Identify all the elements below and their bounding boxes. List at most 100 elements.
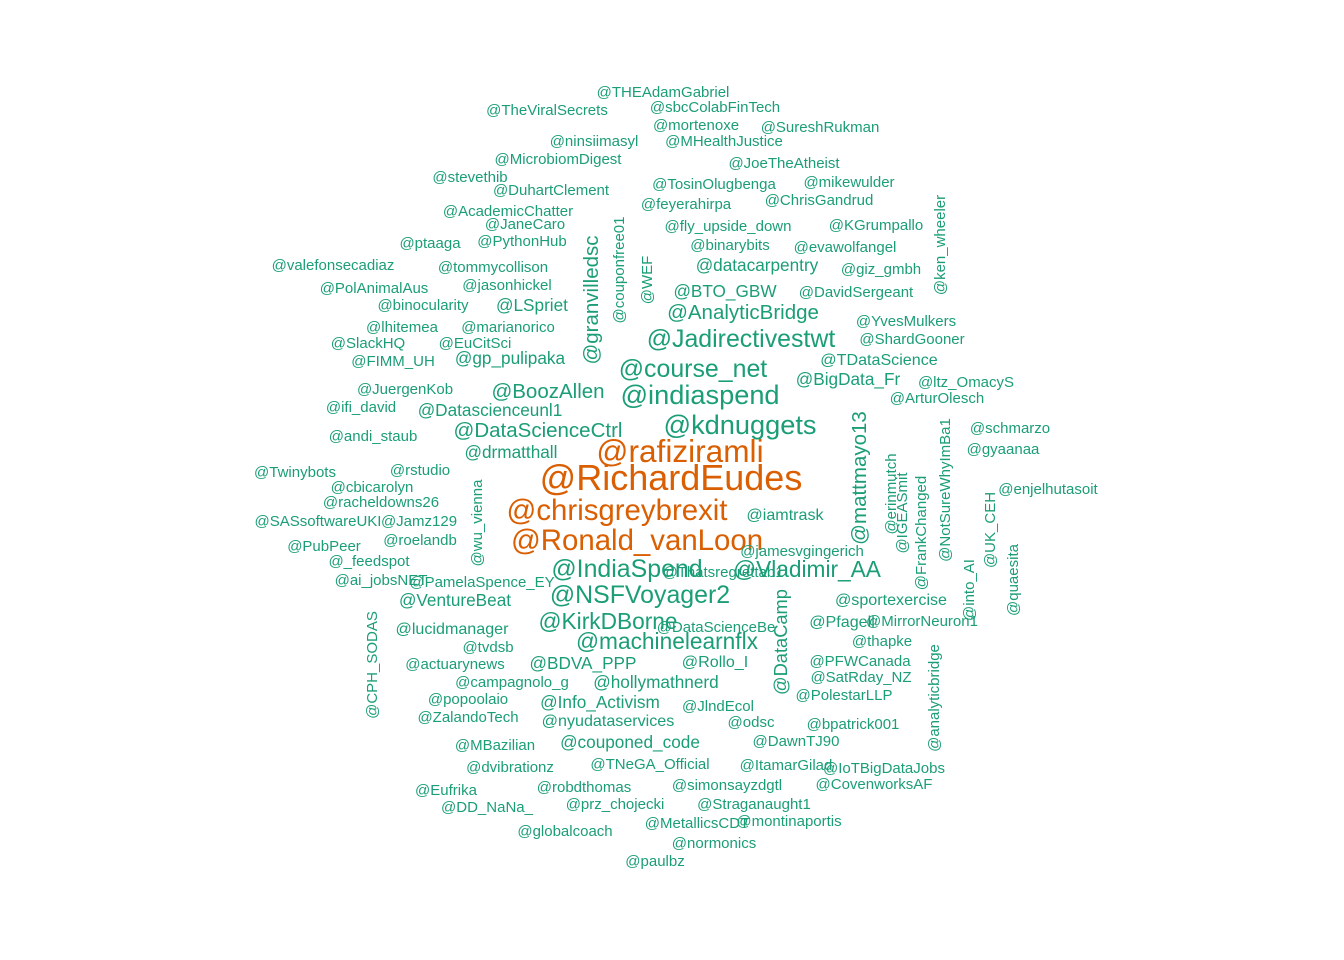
word-actuarynews: @actuarynews bbox=[405, 656, 504, 673]
word-dd-nana: @DD_NaNa_ bbox=[441, 799, 534, 816]
word-drmatthall: @drmatthall bbox=[465, 442, 558, 462]
word-thapke: @thapke bbox=[852, 633, 912, 650]
word-davidsergeant: @DavidSergeant bbox=[799, 284, 914, 301]
word-datacarpentry: @datacarpentry bbox=[696, 255, 819, 275]
word-microbiomdigest: @MicrobiomDigest bbox=[495, 151, 623, 168]
word-wu-vienna: @wu_vienna bbox=[469, 479, 486, 567]
word-venturebeat: @VentureBeat bbox=[399, 590, 511, 610]
word-feyerahirpa: @feyerahirpa bbox=[641, 196, 732, 213]
word-eucitsci: @EuCitSci bbox=[439, 335, 512, 352]
word-metallicscdt: @MetallicsCDT bbox=[645, 815, 749, 832]
word-campagnolo-g: @campagnolo_g bbox=[455, 674, 569, 691]
word-wef: @WEF bbox=[639, 256, 656, 305]
word-lucidmanager: @lucidmanager bbox=[396, 620, 510, 638]
word-tdatascience: @TDataScience bbox=[820, 351, 937, 369]
word-pubpeer: @PubPeer bbox=[287, 538, 361, 555]
word-covenworksaf: @CovenworksAF bbox=[816, 776, 933, 793]
word-slackhq: @SlackHQ bbox=[331, 335, 405, 352]
word-janecaro: @JaneCaro bbox=[485, 216, 565, 233]
word-binarybits: @binarybits bbox=[690, 237, 769, 254]
word-couponfree01: @couponfree01 bbox=[611, 217, 628, 324]
word-racheldowns26: @racheldowns26 bbox=[323, 494, 439, 511]
word-iotbigdatajobs: @IoTBigDataJobs bbox=[823, 760, 945, 777]
word-satrday-nz: @SatRday_NZ bbox=[810, 669, 911, 686]
word-jlndecol: @JlndEcol bbox=[682, 698, 754, 715]
word-couponed-code: @couponed_code bbox=[560, 732, 700, 752]
word-thatsregrettab1: @Thatsregrettab1 bbox=[662, 564, 783, 581]
word-stevethib: @stevethib bbox=[432, 169, 507, 186]
word-shardgooner: @ShardGooner bbox=[859, 331, 964, 348]
word-pfwcanada: @PFWCanada bbox=[809, 653, 911, 670]
word-chrisgreybrexit: @chrisgreybrexit bbox=[507, 494, 728, 527]
word-ronald-vanloon: @Ronald_vanLoon bbox=[511, 524, 763, 557]
word-enjelhutasoit: @enjelhutasoit bbox=[998, 481, 1098, 498]
word-kdnuggets: @kdnuggets bbox=[663, 409, 816, 440]
word-lspriet: @LSpriet bbox=[496, 295, 568, 315]
word-notsurewhyimba1: @NotSureWhyImBa1 bbox=[937, 418, 954, 562]
word-fly-upside-down: @fly_upside_down bbox=[665, 218, 792, 235]
word-polestarllp: @PolestarLLP bbox=[796, 687, 893, 704]
word-pythonhub: @PythonHub bbox=[477, 233, 566, 250]
word-twinybots: @Twinybots bbox=[254, 464, 336, 481]
word-robdthomas: @robdthomas bbox=[537, 779, 631, 796]
word-theviralsecrets: @TheViralSecrets bbox=[486, 102, 608, 119]
word-evawolfangel: @evawolfangel bbox=[794, 239, 897, 256]
word-mortenoxe: @mortenoxe bbox=[653, 117, 739, 134]
word-jamesvgingerich: @jamesvgingerich bbox=[740, 543, 864, 560]
word-analyticbridge: @AnalyticBridge bbox=[667, 301, 819, 324]
word-dvibrationz: @dvibrationz bbox=[466, 759, 554, 776]
word-zalandotech: @ZalandoTech bbox=[417, 709, 518, 726]
word-kirkdborne: @KirkDBorne bbox=[538, 608, 677, 634]
word-sassoftwareuki: @SASsoftwareUKI bbox=[255, 513, 382, 530]
word-tnega-official: @TNeGA_Official bbox=[590, 756, 709, 773]
word-odsc: @odsc bbox=[728, 714, 775, 731]
word-indiaspend: @IndiaSpend bbox=[551, 555, 702, 583]
word-frankchanged: @FrankChanged bbox=[913, 476, 930, 590]
word-gp-pulipaka: @gp_pulipaka bbox=[455, 348, 566, 368]
word-jadirectivestwt: @Jadirectivestwt bbox=[647, 325, 836, 353]
word-rollo-i: @Rollo_I bbox=[682, 653, 748, 671]
word-academicchatter: @AcademicChatter bbox=[443, 203, 573, 220]
word-straganaught1: @Straganaught1 bbox=[697, 796, 811, 813]
word-schmarzo: @schmarzo bbox=[970, 420, 1050, 437]
word-duhartclement: @DuhartClement bbox=[493, 182, 610, 199]
word-datacamp: @DataCamp bbox=[770, 589, 791, 695]
word-sbccolabfintech: @sbcColabFinTech bbox=[650, 99, 780, 116]
word-globalcoach: @globalcoach bbox=[517, 823, 612, 840]
word-tosinolugbenga: @TosinOlugbenga bbox=[652, 176, 776, 193]
word-dawntj90: @DawnTJ90 bbox=[753, 733, 840, 750]
word-sureshrukman: @SureshRukman bbox=[761, 119, 880, 136]
word-cph-sodas: @CPH_SODAS bbox=[364, 611, 381, 719]
word-mhealthjustice: @MHealthJustice bbox=[665, 133, 783, 150]
word-binocularity: @binocularity bbox=[377, 297, 469, 314]
word-jamz129: @Jamz129 bbox=[381, 513, 457, 530]
word-richardeudes: @RichardEudes bbox=[540, 457, 803, 498]
word-boozallen: @BoozAllen bbox=[491, 380, 604, 403]
word-ken-wheeler: @ken_wheeler bbox=[932, 195, 949, 295]
word-tvdsb: @tvdsb bbox=[462, 639, 513, 656]
word-normonics: @normonics bbox=[672, 835, 756, 852]
word-chrisgandrud: @ChrisGandrud bbox=[765, 192, 874, 209]
word-arturolesch: @ArturOlesch bbox=[890, 390, 984, 407]
word-paulbz: @paulbz bbox=[625, 853, 684, 870]
word-analyticbridge: @analyticbridge bbox=[926, 644, 943, 752]
word-datasciencebe: @DataScienceBe bbox=[657, 619, 776, 636]
word-quaesita: @quaesita bbox=[1005, 543, 1022, 616]
word-datasciencectrl: @DataScienceCtrl bbox=[454, 419, 623, 442]
word-ltz-omacys: @ltz_OmacyS bbox=[918, 374, 1014, 391]
word-jasonhickel: @jasonhickel bbox=[462, 277, 551, 294]
word-erinmutch: @erinmutch bbox=[883, 453, 900, 534]
word-sportexercise: @sportexercise bbox=[835, 591, 947, 609]
word-marianorico: @marianorico bbox=[461, 319, 555, 336]
word-vladimir-aa: @Vladimir_AA bbox=[733, 556, 882, 582]
word-feedspot: @_feedspot bbox=[328, 553, 410, 570]
word-yvesmulkers: @YvesMulkers bbox=[856, 313, 956, 330]
word-simonsayzdgtl: @simonsayzdgtl bbox=[672, 777, 782, 794]
word-ai-jobsnet: @ai_jobsNET bbox=[335, 572, 428, 589]
word-info-activism: @Info_Activism bbox=[540, 692, 660, 712]
word-indiaspend: @indiaspend bbox=[620, 379, 779, 410]
word-cbicarolyn: @cbicarolyn bbox=[331, 479, 414, 496]
word-granvilledsc: @granvilledsc bbox=[580, 235, 603, 364]
word-nsfvoyager2: @NSFVoyager2 bbox=[550, 581, 730, 609]
